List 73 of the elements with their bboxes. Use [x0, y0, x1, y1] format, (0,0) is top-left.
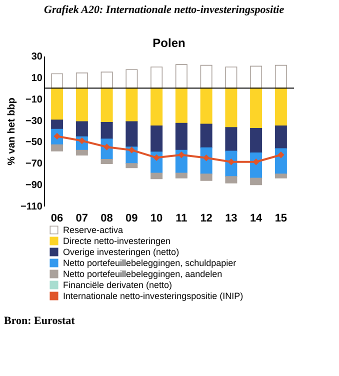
y-axis-title: % van het bbp	[6, 98, 18, 166]
bar	[274, 88, 287, 126]
bar	[225, 88, 238, 128]
bar	[100, 72, 113, 89]
x-tick-label: 06	[50, 212, 64, 224]
y-tick-label: −90	[26, 180, 43, 192]
legend-label: Internationale netto-investeringspositie (INIP)	[63, 291, 244, 301]
bar	[200, 64, 212, 89]
bar	[274, 174, 287, 178]
bar	[225, 66, 238, 89]
x-tick-label: 15	[274, 212, 288, 224]
bar	[100, 122, 113, 140]
y-tick-label: 10	[31, 72, 43, 84]
chart-title: Grafiek A20: Internationale netto-investeringspositie	[44, 4, 284, 16]
bar	[126, 121, 138, 148]
x-tick-label: 13	[225, 212, 238, 224]
bar	[76, 88, 88, 122]
bar	[100, 88, 113, 123]
x-tick-label: 11	[176, 212, 188, 224]
bar	[51, 73, 64, 89]
bar	[225, 176, 238, 184]
legend-label: Overige investeringen (netto)	[63, 247, 180, 257]
bar	[126, 163, 138, 168]
x-tick-label: 07	[76, 212, 88, 224]
point	[153, 154, 160, 162]
bar	[126, 69, 138, 89]
legend-label: Netto portefeuillebeleggingen, schuldpapier	[63, 258, 236, 268]
legend-label: Financiële derivaten (netto)	[63, 280, 172, 290]
y-tick-label: −110	[20, 202, 43, 212]
chart-subtitle: Polen	[152, 36, 186, 50]
bar	[200, 124, 212, 148]
y-tick-label: −50	[26, 137, 43, 148]
bar	[126, 88, 138, 122]
bar	[250, 88, 262, 129]
bar	[274, 125, 287, 150]
point	[178, 152, 185, 158]
bar	[51, 120, 64, 130]
bar	[150, 66, 163, 89]
bar	[150, 125, 163, 152]
bar	[76, 150, 88, 156]
y-tick-label: −10	[26, 94, 43, 106]
bar	[250, 128, 262, 154]
text: Bron: Eurostat	[4, 315, 76, 327]
bar	[175, 172, 188, 178]
x-tick-label: 14	[250, 212, 264, 224]
bar	[100, 158, 113, 164]
bar	[200, 88, 212, 125]
bar	[51, 88, 64, 120]
y-tick-label: −30	[26, 116, 43, 127]
bar	[250, 66, 262, 89]
point	[278, 152, 284, 158]
y-tick-label: 30	[31, 52, 43, 62]
x-tick-label: 12	[200, 212, 212, 224]
y-tick-label: −70	[26, 158, 43, 170]
legend-label: Directe netto-investeringen	[63, 236, 171, 246]
bar	[51, 144, 64, 152]
bar	[250, 178, 262, 186]
x-tick-label: 10	[150, 212, 163, 224]
bar	[150, 172, 163, 180]
point	[128, 146, 136, 154]
bar	[150, 88, 163, 126]
bar	[76, 121, 88, 138]
bar	[175, 88, 188, 124]
x-tick-label: 08	[100, 212, 113, 224]
legend-label: Netto portefeuillebeleggingen, aandelen	[63, 269, 222, 279]
bar	[175, 64, 188, 89]
x-tick-label: 09	[126, 212, 138, 224]
bar	[200, 174, 212, 181]
bar	[225, 127, 238, 152]
bar	[274, 64, 287, 89]
legend-label: Reserve-activa	[63, 225, 124, 235]
bar	[76, 72, 88, 89]
bar	[175, 122, 188, 151]
